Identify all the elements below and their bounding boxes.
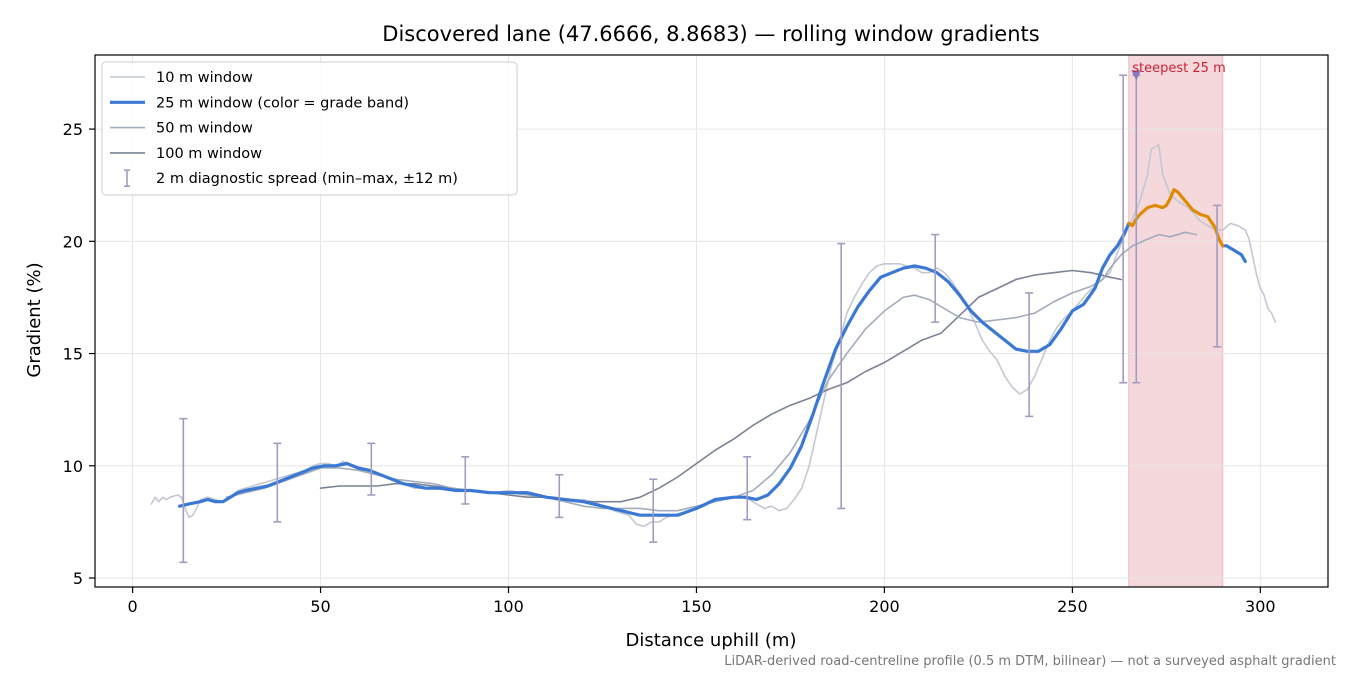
legend-label: 100 m window xyxy=(156,146,262,162)
diagnostic-errorbars xyxy=(179,74,1222,564)
y-tick-label: 25 xyxy=(63,120,83,139)
legend-label: 2 m diagnostic spread (min–max, ±12 m) xyxy=(156,171,458,187)
x-axis-label: Distance uphill (m) xyxy=(626,630,797,651)
x-tick-label: 0 xyxy=(127,597,137,616)
steepest-marker xyxy=(1131,70,1142,81)
x-tick-label: 50 xyxy=(310,597,330,616)
legend-label: 50 m window xyxy=(156,121,253,137)
series-line-w25 xyxy=(1221,244,1247,264)
legend: 10 m window 25 m window (color = grade ba… xyxy=(101,61,518,196)
steepest-band-rect xyxy=(1128,54,1224,588)
x-axis-ticks: 0 50 100 150 200 250 300 xyxy=(127,587,1276,616)
legend-label: 25 m window (color = grade band) xyxy=(156,95,409,111)
y-axis-label: Gradient (%) xyxy=(24,262,45,377)
legend-label: 10 m window xyxy=(156,70,253,86)
series-line-w25 xyxy=(178,221,1131,517)
steepest-annotation: steepest 25 m xyxy=(1131,61,1226,81)
y-tick-label: 5 xyxy=(73,569,83,588)
steepest-band xyxy=(1128,54,1224,588)
axes-frame xyxy=(94,54,1329,588)
y-tick-label: 20 xyxy=(63,232,83,251)
plot-frame xyxy=(94,54,1329,588)
y-axis-ticks: 5 10 15 20 25 xyxy=(63,120,95,588)
legend-box xyxy=(101,61,518,196)
x-tick-label: 200 xyxy=(869,597,900,616)
steepest-annotation-text: steepest 25 m xyxy=(1132,61,1225,76)
x-tick-label: 100 xyxy=(493,597,524,616)
series-line-w25_steep xyxy=(1127,188,1225,248)
y-tick-label: 15 xyxy=(63,345,83,364)
footnote: LiDAR-derived road-centreline profile (0… xyxy=(724,654,1336,669)
chart-title: Discovered lane (47.6666, 8.8683) — roll… xyxy=(382,22,1039,46)
x-tick-label: 250 xyxy=(1057,597,1088,616)
series-line-w50 xyxy=(225,231,1198,512)
x-tick-label: 300 xyxy=(1245,597,1276,616)
y-tick-label: 10 xyxy=(63,457,83,476)
x-tick-label: 150 xyxy=(681,597,712,616)
